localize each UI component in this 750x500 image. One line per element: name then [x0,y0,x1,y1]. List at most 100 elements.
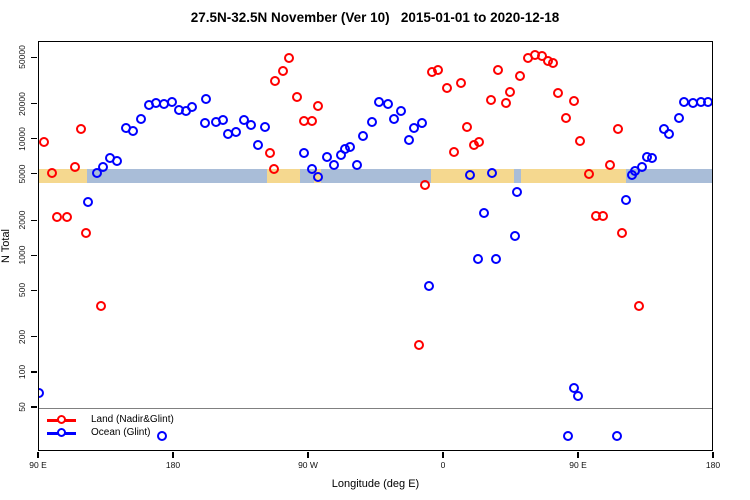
data-point-land [448,147,459,158]
data-point-ocean [673,112,684,123]
data-point-ocean [511,187,522,198]
y-tick-label: 50000 [17,45,27,70]
y-tick-label: 2000 [17,210,27,230]
data-point-ocean [259,122,270,133]
data-point-land [634,301,644,312]
data-point-ocean [322,152,332,163]
data-point-ocean [509,230,520,241]
y-tick-label: 200 [17,329,27,344]
x-tick [712,452,714,458]
data-point-land [455,77,466,88]
data-point-ocean [464,169,475,180]
data-point-ocean [646,152,657,163]
y-tick [31,336,37,338]
data-point-land [461,122,472,133]
data-point-land [277,65,288,76]
data-point-land [61,212,72,223]
data-point-land [560,112,571,123]
data-point-ocean [620,195,631,206]
data-point-ocean [200,94,211,105]
data-point-land [514,71,525,82]
y-axis-label: N Total [0,228,12,264]
data-point-ocean [703,96,712,107]
data-point-ocean [472,253,483,264]
surface-band-ocean [513,168,521,183]
data-point-ocean [629,166,640,176]
data-point-land [616,227,627,238]
x-tick [172,452,174,458]
data-point-ocean [403,135,414,146]
data-point-ocean [572,390,583,401]
x-axis-label: Longitude (deg E) [331,478,420,490]
data-point-land [265,148,275,159]
data-point-land [536,51,547,62]
data-point-land [500,98,511,109]
data-point-ocean [487,167,497,178]
data-point-ocean [217,115,228,126]
data-point-land [613,124,623,135]
x-tick [37,452,39,458]
data-point-land [76,124,86,135]
legend-item-label: Ocean (Glint) [91,427,151,438]
surface-band-land [520,168,626,183]
data-point-ocean [409,123,419,134]
data-point-ocean [490,253,501,264]
data-point-land [283,53,294,64]
data-point-ocean [352,160,362,171]
data-point-land [413,339,424,350]
data-point-land [307,115,317,126]
y-tick-label: 20000 [17,91,27,116]
data-point-ocean [187,102,197,113]
data-point-ocean [91,167,102,178]
data-point-land [70,161,80,172]
data-point-ocean [136,114,146,125]
y-tick-label: 5000 [17,164,27,184]
data-point-ocean [253,140,263,151]
data-point-ocean [611,430,622,441]
legend-marker-icon [57,415,66,424]
y-tick [31,173,37,175]
data-point-ocean [424,281,434,292]
data-point-land [313,100,323,111]
x-tick-label: 180 [165,460,181,470]
data-point-land [598,211,608,222]
data-point-ocean [395,106,406,117]
reference-line-50 [39,408,712,410]
data-point-land [269,75,280,86]
legend-marker-icon [57,428,66,437]
data-point-ocean [199,118,210,129]
data-point-ocean [127,125,138,136]
data-point-land [95,301,106,312]
data-point-ocean [328,160,339,171]
data-point-ocean [664,128,674,139]
data-point-ocean [478,208,489,219]
data-point-ocean [166,97,177,108]
data-point-land [268,164,279,175]
y-tick-label: 10000 [17,126,27,151]
y-tick [31,254,37,256]
data-point-land [473,137,484,148]
data-point-land [39,137,49,148]
data-point-land [553,88,563,99]
x-tick-label: 90 W [298,460,318,470]
y-tick [31,138,37,140]
surface-band-ocean [321,168,431,183]
x-tick-label: 180 [705,460,721,470]
x-tick [442,452,444,458]
data-point-land [583,168,594,179]
data-point-land [52,212,62,223]
y-tick-label: 100 [17,364,27,380]
data-point-ocean [238,115,249,126]
data-point-ocean [230,127,241,138]
data-point-ocean [637,161,647,172]
data-point-ocean [298,148,309,159]
y-tick [31,56,37,58]
data-point-land [46,167,57,178]
data-point-ocean [382,98,393,109]
plot-area: Land (Nadir&Glint) Ocean (Glint) [38,41,713,451]
data-point-ocean [112,156,122,167]
data-point-ocean [307,164,317,175]
data-point-land [419,179,430,190]
x-tick-label: 0 [440,460,446,470]
